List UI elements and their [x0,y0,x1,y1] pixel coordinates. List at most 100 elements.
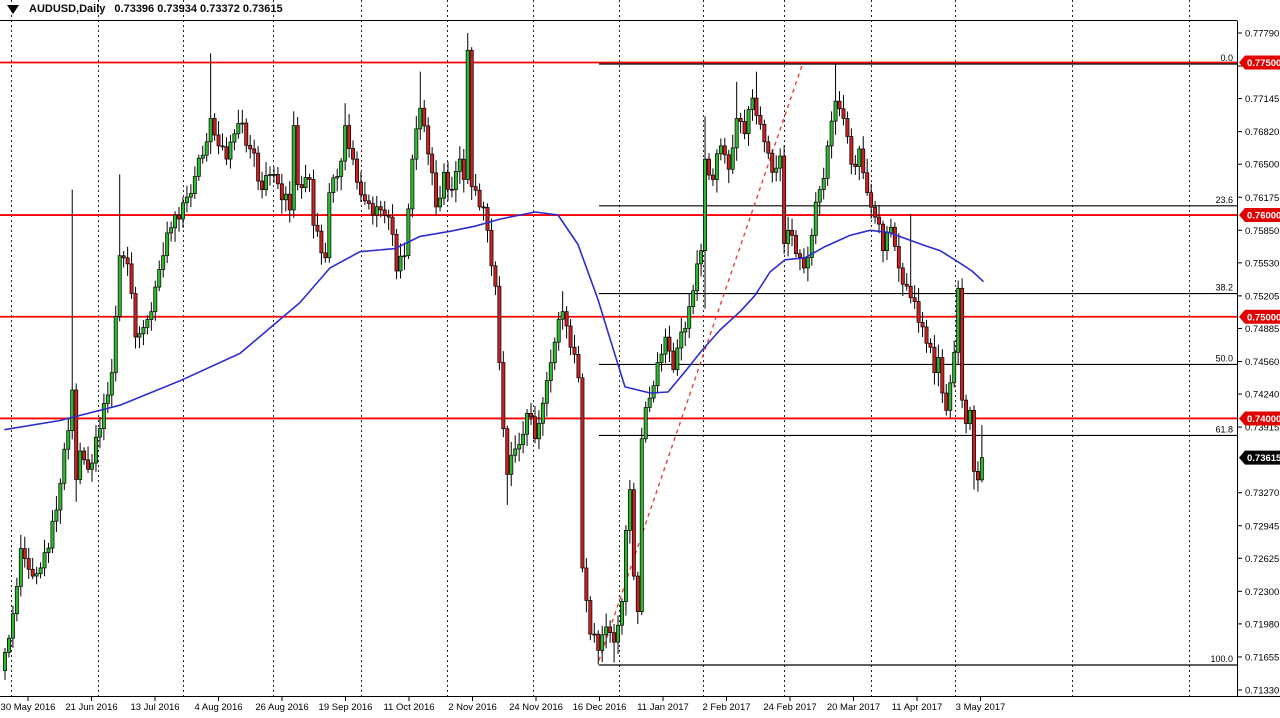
current-price-tag-text: 0.73615 [1247,453,1280,464]
candle-body [22,548,27,559]
fib-level-label: 50.0 [1215,353,1233,363]
candle-body [279,183,284,201]
candle-body [216,134,221,147]
candle-body [675,347,680,370]
candle-body [34,573,39,577]
candle-body [141,327,146,335]
price-axis-label: 0.75850 [1245,226,1279,237]
candle-body [521,433,526,445]
date-axis-label: 3 May 2017 [956,702,1006,713]
price-axis-label: 0.74240 [1245,390,1279,401]
candle-body [513,448,518,456]
candle-body [782,155,787,244]
candle-body [778,155,783,169]
candle-body [592,633,597,636]
candle-body [900,267,905,285]
price-axis-label: 0.73915 [1245,423,1279,434]
candlestick-series [3,33,984,680]
candle-body [204,141,209,156]
candle-body [742,121,747,135]
moving-average-line[interactable] [4,211,984,431]
candle-body [145,319,150,328]
candle-body [576,354,581,379]
candle-body [754,97,759,116]
candle-body [394,233,399,272]
candle-body [885,232,889,251]
candle-body [303,177,308,188]
candle-body [679,331,684,349]
candle-body [766,141,771,154]
price-axis-label: 0.72300 [1245,587,1279,598]
candle-body [184,196,189,204]
candle-body [153,286,158,313]
candle-body [786,229,791,244]
ohlc-values: 0.73396 0.73934 0.73372 0.73615 [114,3,283,15]
candle-body [940,357,945,394]
fib-level-label: 0.0 [1220,53,1233,63]
candle-body [359,181,363,196]
candle-body [964,399,969,424]
candle-body [252,148,257,154]
level-price-tag-text: 0.76000 [1247,211,1280,222]
candle-body [473,186,478,191]
candle-body [196,157,201,177]
candle-body [101,403,106,429]
candle-body [97,428,102,438]
candle-body [256,152,261,182]
candle-body [865,172,870,194]
candle-body [319,230,324,254]
fib-level-label: 61.8 [1215,424,1233,434]
candle-body [331,177,336,194]
candle-body [121,255,126,259]
candle-body [813,201,818,236]
candle-body [548,362,553,381]
candle-body [627,489,632,531]
candle-body [18,548,23,587]
candle-body [169,227,174,234]
candle-body [220,145,225,148]
candle-body [758,115,763,125]
candle-body [485,207,490,231]
candle-body [42,552,47,569]
candle-body [730,147,735,170]
candle-body [430,153,435,174]
fib-level-label: 38.2 [1215,283,1233,293]
candle-body [568,325,573,348]
candle-body [94,436,98,464]
candle-body [109,372,114,396]
candle-body [920,321,925,328]
candle-body [536,422,541,440]
candle-body [631,489,636,577]
price-axis-label: 0.75205 [1245,291,1279,302]
price-axis-label: 0.76175 [1245,193,1279,204]
candle-body [26,558,31,570]
candle-body [125,257,130,265]
candle-body [315,224,320,232]
level-price-tag [1239,309,1280,324]
candle-body [70,389,75,432]
candle-body [738,118,743,122]
candle-body [181,202,185,220]
candle-body [849,136,854,165]
candle-body [932,346,937,374]
candle-body [410,158,415,210]
candle-body [944,392,949,411]
candle-body [533,416,537,440]
chart-shift-marker-icon [6,3,20,15]
candle-body [465,49,470,180]
candle-body [78,450,83,480]
date-axis-label: 20 Mar 2017 [827,702,880,713]
candle-body [192,176,197,194]
candle-body [509,454,514,475]
candle-body [477,189,482,208]
candle-body [497,285,502,363]
candle-body [453,170,458,190]
candle-body [493,265,498,287]
candle-body [54,509,59,522]
candle-body [663,336,668,355]
candle-body [14,586,19,615]
candle-body [703,158,707,251]
candle-body [489,229,494,267]
